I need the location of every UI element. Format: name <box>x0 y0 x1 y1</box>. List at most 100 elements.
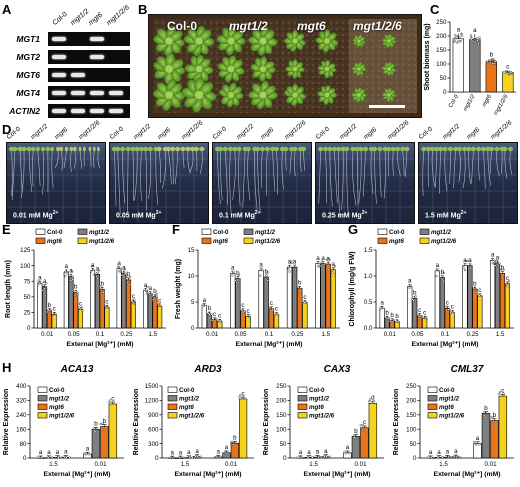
legend-swatch <box>167 412 178 419</box>
rosette <box>183 25 215 57</box>
legend-label: mgt1/2/6 <box>439 413 465 420</box>
plate-genotype-label: Col-0 <box>314 125 331 141</box>
gel-band <box>90 37 104 41</box>
panel-label-b: B <box>138 2 148 17</box>
bar <box>315 263 321 329</box>
y-tick-label: 0 <box>443 89 447 96</box>
plate-genotype-label: mgt1/2 <box>132 122 153 141</box>
significance-letter: b <box>236 270 240 277</box>
rosette <box>152 79 186 111</box>
significance-letter: b <box>484 405 488 412</box>
significance-letter: b <box>208 305 212 312</box>
shoot-biomass-chart: 0 50 100 150 200 250 a Col-0 a mgt1/2 b mgt6 c mgt1/2… <box>424 19 516 117</box>
significance-letter: c <box>501 387 504 394</box>
x-tick-label: Col-0 <box>448 94 460 109</box>
bar <box>51 313 57 329</box>
significance-letter: a <box>468 257 472 264</box>
plate-concentration-label: 0.25 mM Mg2+ <box>322 209 368 219</box>
significance-letter: a <box>217 448 221 455</box>
bar <box>472 288 478 329</box>
plate-genotype-label: mgt6 <box>465 126 482 141</box>
rosette <box>285 59 305 79</box>
significance-letter: a <box>64 449 68 456</box>
panel-label-f: F <box>172 222 180 237</box>
plate-genotype-label: mgt1/2 <box>29 122 50 141</box>
y-tick-label: 5 <box>191 299 195 306</box>
y-tick-label: 240 <box>16 412 27 419</box>
plate-genotype-label: mgt6 <box>362 126 379 141</box>
significance-letter: c <box>418 307 421 314</box>
significance-letter: a <box>122 264 126 271</box>
genotype-label: mgt1/2 <box>229 19 268 33</box>
gel-band <box>52 37 66 41</box>
legend-swatch <box>37 412 48 419</box>
x-axis-label: External [Mg²⁺] (mM) <box>66 341 133 348</box>
significance-letter: a <box>436 262 440 269</box>
bar <box>412 298 418 329</box>
legend-swatch <box>37 395 48 402</box>
bar <box>434 270 440 329</box>
legend-swatch <box>167 403 178 410</box>
bar <box>157 305 163 329</box>
y-tick-label: 0 <box>23 455 27 462</box>
legend-swatch <box>35 228 46 235</box>
legend-swatch <box>427 412 438 419</box>
x-tick-label: mgt1/2/6 <box>493 93 510 116</box>
bar <box>286 266 293 329</box>
significance-letter: a <box>144 282 148 289</box>
significance-letter: a <box>56 449 60 456</box>
gene-title: ARD3 <box>193 364 222 375</box>
bar <box>235 278 241 329</box>
significance-letter: c <box>105 299 108 306</box>
significance-letter: a <box>39 449 43 456</box>
rosette <box>181 77 217 113</box>
significance-letter: a <box>225 444 229 451</box>
legend-swatch <box>427 395 438 402</box>
legend-label: mgt1/2/6 <box>49 413 75 420</box>
significance-letter: a <box>86 445 90 452</box>
rosette-illustration <box>152 19 417 113</box>
significance-letter: a <box>346 444 350 451</box>
rosette <box>184 54 214 84</box>
gel-strip <box>48 68 130 82</box>
legend-swatch <box>201 237 212 244</box>
bar <box>147 293 153 329</box>
significance-letter: a <box>332 261 336 268</box>
x-tick-label: 0.25 <box>467 331 480 338</box>
significance-letter: b <box>233 435 237 442</box>
legend-swatch <box>377 228 388 235</box>
rosette <box>153 52 186 86</box>
gel-row-label: MGT4 <box>16 88 40 98</box>
significance-letter: b <box>127 271 131 278</box>
significance-letter: c <box>506 63 509 70</box>
gene-title: CML37 <box>451 364 484 375</box>
significance-letter: a <box>457 26 461 33</box>
x-tick-label: 0.25 <box>120 331 133 338</box>
bar <box>46 310 52 329</box>
legend-label: mgt6 <box>47 238 62 245</box>
legend-label: mgt1/2 <box>49 396 70 403</box>
legend-label: mgt1/2 <box>179 396 200 403</box>
significance-letter: b <box>48 302 52 309</box>
legend-swatch <box>77 228 88 235</box>
plate-genotype-label: mgt1/2 <box>235 122 256 141</box>
rosette <box>217 55 245 83</box>
bar <box>444 307 450 329</box>
significance-letter: d <box>371 395 375 402</box>
agar-plate: 0.01 mM Mg2+ <box>6 142 106 224</box>
significance-letter: c <box>270 300 273 307</box>
x-tick-label: 0.01 <box>225 461 238 468</box>
legend-swatch <box>167 386 178 393</box>
y-axis-label: Shoot biomass (mg) <box>424 23 431 90</box>
bar <box>490 420 499 459</box>
x-tick-label: 1.5 <box>496 331 505 338</box>
significance-letter: b <box>265 268 269 275</box>
gel-band <box>71 91 85 95</box>
legend-swatch <box>243 228 254 235</box>
bar <box>273 314 280 329</box>
bar <box>83 453 92 459</box>
gel-band <box>109 109 123 113</box>
significance-letter: c <box>158 297 161 304</box>
plate-genotype-label: mgt1/2/6 <box>386 119 411 141</box>
